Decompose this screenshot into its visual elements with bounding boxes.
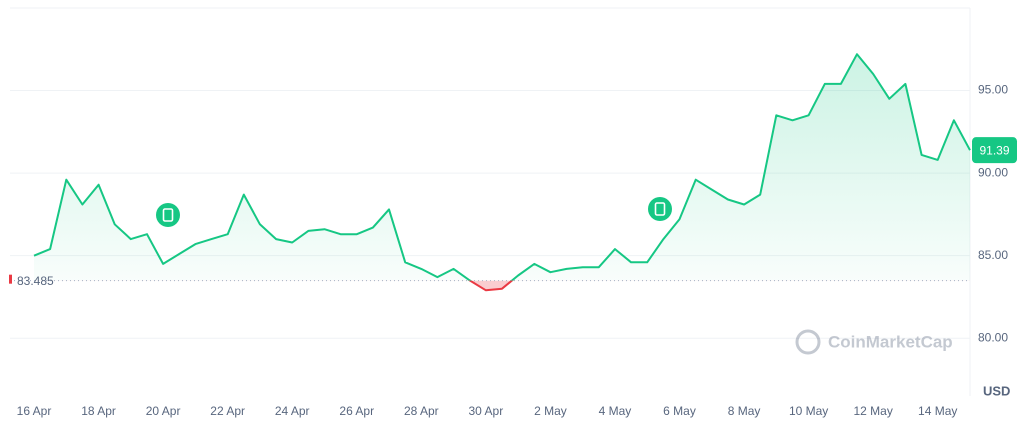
x-tick-label: 24 Apr	[275, 404, 310, 418]
watermark-text: CoinMarketCap	[828, 332, 953, 351]
news-marker[interactable]	[156, 203, 180, 227]
x-tick-label: 22 Apr	[210, 404, 245, 418]
x-tick-label: 10 May	[789, 404, 828, 418]
baseline-label: 83.485	[17, 274, 54, 288]
x-tick-label: 18 Apr	[81, 404, 116, 418]
watermark: CoinMarketCap	[795, 329, 953, 355]
y-tick-label: 90.00	[978, 165, 1008, 179]
news-marker-circle[interactable]	[648, 197, 672, 221]
x-tick-label: 4 May	[599, 404, 632, 418]
price-line-below	[468, 280, 514, 292]
x-tick-label: 20 Apr	[146, 404, 181, 418]
area-above	[34, 54, 970, 281]
x-tick-label: 28 Apr	[404, 404, 439, 418]
x-tick-label: 14 May	[918, 404, 957, 418]
news-marker[interactable]	[648, 197, 672, 221]
y-tick-label: 95.00	[978, 83, 1008, 97]
x-tick-label: 12 May	[853, 404, 892, 418]
marks	[10, 53, 971, 292]
price-tag	[972, 137, 1017, 164]
x-tick-label: 2 May	[534, 404, 567, 418]
y-tick-label: 80.00	[978, 330, 1008, 344]
news-marker-circle[interactable]	[156, 203, 180, 227]
y-axis-label: USD	[983, 383, 1010, 398]
price-tag-label: 91.39	[979, 143, 1009, 157]
watermark-logo	[795, 329, 821, 355]
x-tick-label: 8 May	[728, 404, 761, 418]
x-tick-label: 30 Apr	[469, 404, 504, 418]
x-tick-label: 26 Apr	[339, 404, 374, 418]
news-icon	[162, 208, 174, 222]
y-tick-label: 85.00	[978, 248, 1008, 262]
baseline-marker	[9, 274, 12, 284]
x-tick-label: 16 Apr	[17, 404, 52, 418]
news-icon	[654, 202, 666, 216]
x-tick-label: 6 May	[663, 404, 696, 418]
price-line	[33, 53, 971, 281]
